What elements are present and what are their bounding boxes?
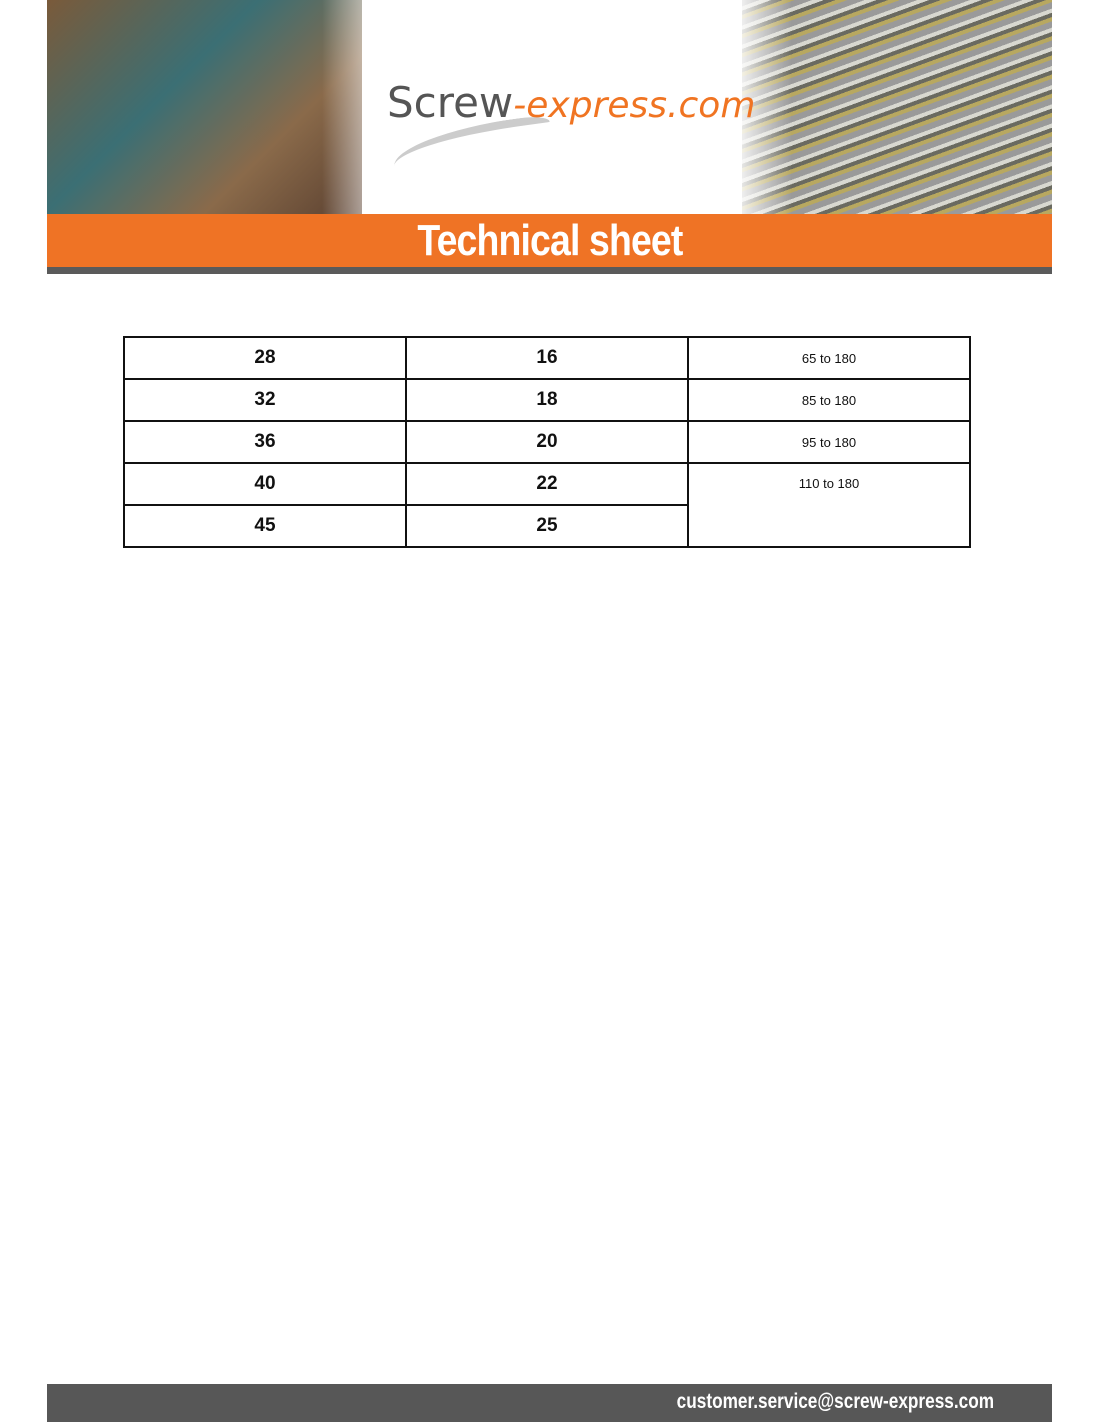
table-row: 28 16 65 to 180 bbox=[123, 336, 971, 380]
cell: 32 bbox=[123, 378, 407, 422]
cell: 28 bbox=[123, 336, 407, 380]
table-row: 32 18 85 to 180 bbox=[123, 378, 971, 422]
screws-photo bbox=[732, 0, 1052, 214]
cell: 25 bbox=[405, 504, 689, 548]
cell: 20 bbox=[405, 420, 689, 464]
tools-photo bbox=[47, 0, 402, 214]
title-bar: Technical sheet bbox=[47, 214, 1052, 267]
cell: 110 to 180 bbox=[687, 462, 971, 548]
logo: Screw-express.com bbox=[387, 78, 756, 127]
table-row: 40 22 110 to 180 bbox=[123, 462, 971, 548]
cell: 40 bbox=[123, 462, 407, 506]
cell: 18 bbox=[405, 378, 689, 422]
table-row: 36 20 95 to 180 bbox=[123, 420, 971, 464]
cell: 36 bbox=[123, 420, 407, 464]
cell: 95 to 180 bbox=[687, 420, 971, 464]
cell: 65 to 180 bbox=[687, 336, 971, 380]
cell: 22 bbox=[405, 462, 689, 506]
header-banner: Screw-express.com bbox=[47, 0, 1052, 214]
cell: 16 bbox=[405, 336, 689, 380]
contact-email: customer.service@screw-express.com bbox=[676, 1390, 994, 1413]
footer-bar: customer.service@screw-express.com bbox=[47, 1384, 1052, 1422]
cell: 85 to 180 bbox=[687, 378, 971, 422]
table-row: 45 25 bbox=[123, 504, 970, 548]
cell: 45 bbox=[123, 504, 407, 548]
spec-table: 28 16 65 to 180 32 18 85 to 180 36 20 95 to 18… bbox=[123, 336, 971, 548]
page-title: Technical sheet bbox=[416, 216, 683, 265]
divider bbox=[47, 267, 1052, 274]
